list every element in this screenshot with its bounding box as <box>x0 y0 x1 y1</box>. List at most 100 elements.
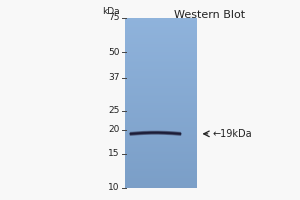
Text: 75: 75 <box>108 14 119 22</box>
Bar <box>124 140 196 142</box>
Bar <box>124 137 196 139</box>
Bar <box>124 135 196 137</box>
Bar <box>124 181 196 183</box>
Bar <box>124 147 196 149</box>
Bar <box>124 105 196 106</box>
Bar <box>124 115 196 117</box>
Bar <box>124 161 196 162</box>
Bar <box>124 173 196 174</box>
Bar <box>124 169 196 171</box>
Text: 20: 20 <box>108 125 119 134</box>
Bar <box>124 21 196 23</box>
Bar <box>124 151 196 152</box>
Bar <box>124 185 196 186</box>
Bar <box>124 64 196 66</box>
Bar <box>124 183 196 185</box>
Bar <box>124 154 196 156</box>
Bar <box>124 18 196 20</box>
Bar <box>124 45 196 47</box>
Bar <box>124 40 196 42</box>
Bar <box>124 60 196 62</box>
Bar <box>124 174 196 176</box>
Bar <box>124 159 196 161</box>
Bar <box>124 139 196 140</box>
Bar <box>124 20 196 21</box>
Bar <box>124 156 196 157</box>
Bar <box>124 28 196 30</box>
Bar <box>124 54 196 55</box>
Bar <box>124 101 196 103</box>
Bar <box>124 168 196 169</box>
Bar <box>124 106 196 108</box>
Bar <box>124 93 196 95</box>
Bar <box>124 86 196 88</box>
Bar <box>124 91 196 93</box>
Bar <box>124 38 196 40</box>
Bar <box>124 122 196 123</box>
Bar <box>124 125 196 127</box>
Bar <box>124 76 196 77</box>
Bar <box>124 152 196 154</box>
Text: Western Blot: Western Blot <box>174 10 245 20</box>
Bar <box>124 123 196 125</box>
Bar <box>124 157 196 159</box>
Text: ←19kDa: ←19kDa <box>212 129 252 139</box>
Bar <box>124 72 196 74</box>
Bar <box>124 95 196 96</box>
Bar <box>124 110 196 112</box>
Bar <box>124 103 196 105</box>
Bar <box>124 144 196 146</box>
Bar <box>124 81 196 83</box>
Bar <box>124 33 196 35</box>
Bar <box>124 186 196 188</box>
Bar <box>124 166 196 168</box>
Bar <box>124 71 196 72</box>
Bar <box>124 171 196 173</box>
Bar <box>124 44 196 45</box>
Bar <box>124 67 196 69</box>
Bar <box>124 32 196 33</box>
Bar <box>124 134 196 135</box>
Bar <box>124 164 196 166</box>
Bar <box>124 74 196 76</box>
Text: kDa: kDa <box>102 6 119 16</box>
Bar <box>124 84 196 86</box>
Bar <box>124 25 196 26</box>
Bar <box>124 30 196 32</box>
Bar <box>124 23 196 25</box>
Text: 10: 10 <box>108 184 119 192</box>
Bar <box>124 127 196 129</box>
Bar <box>124 77 196 79</box>
Bar <box>124 50 196 52</box>
Bar <box>124 79 196 81</box>
Bar <box>124 178 196 180</box>
Bar <box>124 66 196 67</box>
Bar <box>124 162 196 164</box>
Bar <box>124 49 196 50</box>
Bar <box>124 129 196 130</box>
Bar <box>124 149 196 151</box>
Bar <box>124 176 196 178</box>
Bar <box>124 130 196 132</box>
Bar <box>124 96 196 98</box>
Bar <box>124 35 196 37</box>
Bar <box>124 83 196 84</box>
Bar <box>124 89 196 91</box>
Bar <box>124 113 196 115</box>
Text: 15: 15 <box>108 149 119 158</box>
Bar <box>124 108 196 110</box>
Bar <box>124 180 196 181</box>
Bar <box>124 47 196 49</box>
Text: 37: 37 <box>108 73 119 82</box>
Text: 50: 50 <box>108 48 119 57</box>
Bar <box>124 132 196 134</box>
Bar <box>124 42 196 44</box>
Bar <box>124 59 196 60</box>
Bar <box>124 55 196 57</box>
Bar <box>124 146 196 147</box>
Bar <box>124 52 196 54</box>
Bar <box>124 118 196 120</box>
Bar <box>124 57 196 59</box>
Bar <box>124 98 196 100</box>
Bar <box>124 88 196 89</box>
